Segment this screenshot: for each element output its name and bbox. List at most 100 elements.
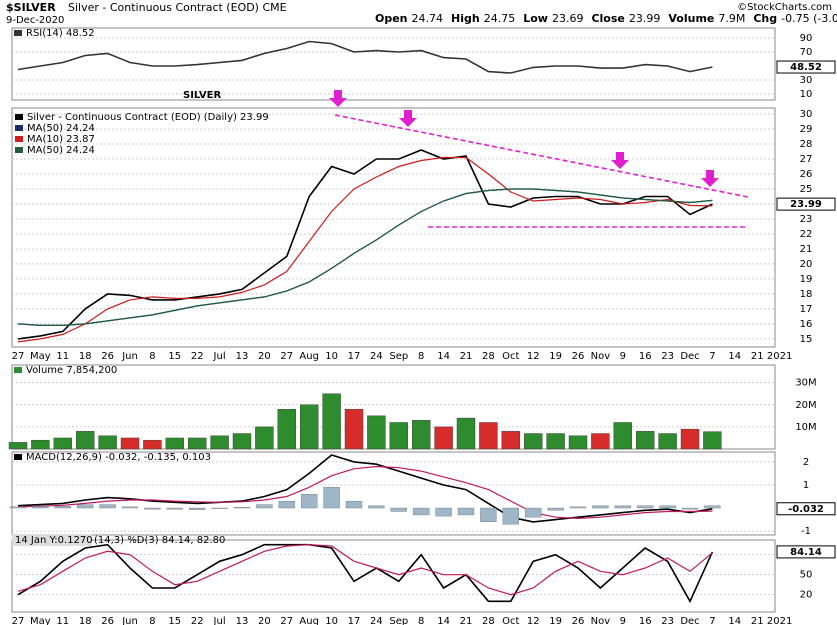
volume-bar xyxy=(703,431,722,450)
y-tick-label: 30 xyxy=(800,75,813,86)
panel-title: RSI(14) 48.52 xyxy=(26,28,95,39)
panel-frame xyxy=(11,539,776,613)
histogram-bar xyxy=(569,506,587,509)
volume-bar xyxy=(546,433,565,450)
value-tag: 48.52 xyxy=(790,62,822,73)
x-tick-label: 16 xyxy=(639,351,652,362)
x-tick-label: 7 xyxy=(709,616,715,625)
volume-bar xyxy=(232,433,252,450)
value-tag: -0.032 xyxy=(788,504,824,515)
title-swatch xyxy=(14,30,22,36)
x-tick-label: 27 xyxy=(280,616,293,625)
quote-value: 24.75 xyxy=(484,12,516,25)
y-tick-label: 10M xyxy=(795,422,816,433)
x-tick-label: 27 xyxy=(12,616,25,625)
y-tick-label: 70 xyxy=(800,47,813,58)
x-tick-label: Aug xyxy=(299,351,319,362)
x-tick-label: 17 xyxy=(348,616,361,625)
histogram-bar xyxy=(659,505,676,509)
series-line xyxy=(17,465,713,520)
quote-label: Volume xyxy=(668,12,714,25)
quote-bar: Open 24.74 High 24.75 Low 23.69 Close 23.99 Volu… xyxy=(375,12,837,25)
x-tick-label: Nov xyxy=(591,351,611,362)
panel: 1516171819202122232425262728293023.99Sil… xyxy=(11,107,836,348)
x-tick-label: Dec xyxy=(680,616,699,625)
x-tick-label: 26 xyxy=(101,616,114,625)
x-tick-label: 8 xyxy=(418,351,424,362)
volume-bar xyxy=(300,404,319,450)
volume-bar xyxy=(143,439,162,450)
histogram-bar xyxy=(233,507,251,509)
histogram-bar xyxy=(211,507,228,509)
y-tick-label: 16 xyxy=(800,319,813,330)
y-tick-label: 19 xyxy=(800,274,813,285)
series-line xyxy=(17,188,713,326)
legend-swatch xyxy=(15,125,23,131)
quote-value: 7.9M xyxy=(718,12,745,25)
x-tick-label: May xyxy=(30,351,51,362)
histogram-bar xyxy=(502,507,519,525)
x-tick-label: 14 xyxy=(728,351,741,362)
x-tick-label: 23 xyxy=(661,351,674,362)
x-tick-label: 15 xyxy=(168,616,181,625)
histogram-bar xyxy=(54,506,71,509)
x-tick-label: Jun xyxy=(121,351,138,362)
legend-swatch xyxy=(15,114,23,120)
y-tick-label: 30M xyxy=(795,378,816,389)
histogram-bar xyxy=(77,504,94,509)
histogram-bar xyxy=(9,506,27,509)
volume-bar xyxy=(591,433,610,450)
volume-bar xyxy=(501,431,520,450)
x-tick-label: 2021 xyxy=(767,351,792,362)
quote-label: Chg xyxy=(753,12,777,25)
x-tick-label: 7 xyxy=(709,351,715,362)
resistance-line xyxy=(334,114,749,198)
histogram-bar xyxy=(301,494,318,509)
histogram-bar xyxy=(435,507,452,517)
volume-bar xyxy=(680,428,700,450)
tooltip-box xyxy=(12,534,92,546)
y-tick-label: 17 xyxy=(800,304,813,315)
volume-bar xyxy=(75,431,95,450)
histogram-bar xyxy=(457,507,475,516)
x-tick-label: 2021 xyxy=(767,616,792,625)
volume-bar xyxy=(210,435,229,450)
y-tick-label: 50 xyxy=(800,570,813,581)
y-tick-label: 15 xyxy=(800,334,813,345)
histogram-bar xyxy=(368,505,385,509)
y-tick-label: 10 xyxy=(800,89,813,100)
x-tick-label: 17 xyxy=(348,351,361,362)
x-tick-label: Sep xyxy=(389,351,408,362)
x-tick-label: 14 xyxy=(437,351,450,362)
histogram-bar xyxy=(323,487,340,509)
x-tick-label: 21 xyxy=(751,351,764,362)
histogram-bar xyxy=(99,504,116,509)
volume-bar xyxy=(456,417,476,450)
value-tag-box xyxy=(776,60,836,74)
x-tick-label: Sep xyxy=(389,616,408,625)
x-tick-label: Jun xyxy=(121,616,138,625)
y-tick-label: 21 xyxy=(800,244,813,255)
panel-title: MACD(12,26,9) -0.032, -0.135, 0.103 xyxy=(26,452,211,463)
x-tick-label: 14 xyxy=(437,616,450,625)
x-tick-label: 9 xyxy=(620,616,626,625)
series-line xyxy=(17,543,714,604)
quote-label: High xyxy=(451,12,480,25)
x-tick-label: 20 xyxy=(258,616,271,625)
histogram-bar xyxy=(121,506,139,509)
y-tick-label: 20M xyxy=(795,400,816,411)
series-line xyxy=(17,156,713,343)
volume-bar xyxy=(367,415,386,450)
x-tick-label: 22 xyxy=(191,616,204,625)
x-tick-label: 27 xyxy=(12,351,25,362)
histogram-bar xyxy=(480,507,497,523)
x-tick-label: 9 xyxy=(620,351,626,362)
title-swatch xyxy=(14,454,22,460)
quote-value: 23.69 xyxy=(552,12,584,25)
y-tick-label: 20 xyxy=(800,590,813,601)
arrow xyxy=(701,170,719,187)
x-tick-label: 24 xyxy=(370,616,383,625)
x-tick-label: 10 xyxy=(325,351,338,362)
